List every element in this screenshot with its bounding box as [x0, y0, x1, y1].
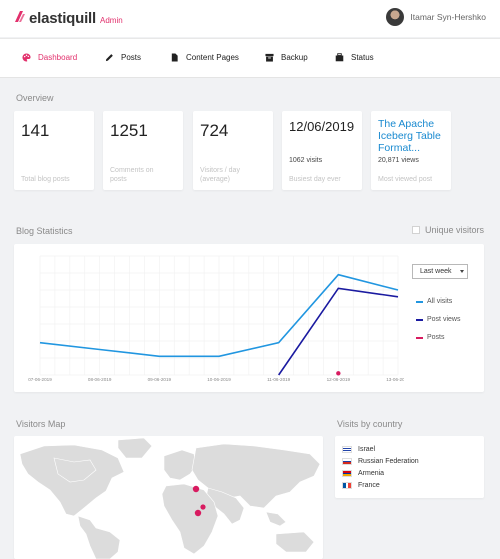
- stat-sub: 20,871 views: [378, 157, 419, 164]
- country-name: France: [358, 482, 380, 489]
- archive-icon: [265, 53, 274, 62]
- brand-subtitle: Admin: [100, 16, 123, 25]
- time-range-select[interactable]: Last week: [412, 264, 468, 279]
- stat-value: 1251: [110, 121, 148, 140]
- stat-card-visitors: 724 Visitors / day (average): [193, 111, 273, 190]
- overview-title: Overview: [16, 93, 54, 103]
- user-name: Itamar Syn-Hershko: [410, 12, 486, 22]
- israel-flag-icon: [342, 446, 352, 453]
- unique-visitors-toggle[interactable]: Unique visitors: [412, 225, 484, 235]
- stat-card-busiest-day: 12/06/2019 1062 visits Busiest day ever: [282, 111, 362, 190]
- legend-label: Posts: [427, 334, 445, 341]
- chart-x-tick-label: 08-06-2019: [88, 377, 112, 382]
- nav-dashboard[interactable]: Dashboard: [22, 53, 77, 62]
- stat-label: Visitors / day (average): [200, 167, 240, 183]
- brand-name: elastiquill: [29, 10, 96, 27]
- stat-label: Total blog posts: [21, 176, 70, 183]
- nav-status[interactable]: Status: [335, 53, 374, 62]
- pencil-icon: [105, 54, 113, 62]
- map-marker-israel[interactable]: [194, 509, 202, 517]
- chart-x-tick-label: 09-06-2019: [148, 377, 172, 382]
- chart-x-tick-label: 11-06-2019: [267, 377, 291, 382]
- map-marker-armenia[interactable]: [200, 504, 206, 510]
- nav-backup[interactable]: Backup: [265, 53, 308, 62]
- chart-x-tick-label: 12-06-2019: [327, 377, 351, 382]
- avatar[interactable]: [386, 8, 405, 26]
- stat-sub: 1062 visits: [289, 157, 323, 164]
- country-name: Israel: [358, 446, 376, 453]
- country-row-france[interactable]: France: [342, 482, 380, 489]
- brand[interactable]: elastiquill Admin: [14, 9, 123, 27]
- legend-label: All visits: [427, 298, 453, 305]
- unique-visitors-checkbox[interactable]: [412, 226, 420, 234]
- most-viewed-post-link[interactable]: The Apache Iceberg Table Format...: [378, 118, 441, 154]
- nav-status-label: Status: [351, 53, 374, 62]
- blog-statistics-chart: 07-06-2019 08-06-2019 09-06-2019 10-06-2019…: [28, 255, 404, 382]
- nav-dashboard-label: Dashboard: [38, 53, 78, 62]
- map-marker-russia[interactable]: [192, 485, 200, 493]
- chart-series-post-views[interactable]: [278, 287, 399, 376]
- russia-flag-icon: [342, 458, 352, 465]
- stat-card-total-posts: 141 Total blog posts: [14, 111, 94, 190]
- blog-statistics-title: Blog Statistics: [16, 226, 73, 236]
- stat-label: Busiest day ever: [289, 176, 341, 183]
- legend-label: Post views: [427, 316, 461, 323]
- legend-post-views[interactable]: Post views: [416, 316, 460, 323]
- nav-posts[interactable]: Posts: [105, 53, 141, 62]
- visitors-map[interactable]: [14, 436, 323, 559]
- legend-posts[interactable]: Posts: [416, 334, 445, 341]
- time-range-value: Last week: [420, 268, 452, 275]
- unique-visitors-label: Unique visitors: [425, 225, 485, 235]
- file-icon: [171, 53, 178, 62]
- blog-statistics-card: 07-06-2019 08-06-2019 09-06-2019 10-06-2019…: [14, 244, 484, 392]
- visits-by-country-title: Visits by country: [337, 419, 403, 429]
- france-flag-icon: [342, 482, 352, 489]
- legend-all-visits[interactable]: All visits: [416, 298, 452, 305]
- nav-content-pages[interactable]: Content Pages: [170, 53, 239, 62]
- caret-down-icon: [460, 270, 464, 273]
- legend-swatch: [416, 336, 423, 339]
- chart-x-tick-label: 13-06-2019: [386, 377, 404, 382]
- stat-card-comments: 1251 Comments on posts: [103, 111, 183, 190]
- stat-card-most-viewed: The Apache Iceberg Table Format... 20,87…: [371, 111, 451, 190]
- user-menu[interactable]: Itamar Syn-Hershko: [386, 8, 486, 26]
- country-name: Armenia: [358, 470, 385, 477]
- chart-series-all-visits[interactable]: [39, 273, 399, 358]
- nav-posts-label: Posts: [121, 53, 142, 62]
- country-row-russia[interactable]: Russian Federation: [342, 458, 419, 465]
- stat-value: 12/06/2019: [289, 119, 355, 134]
- legend-swatch: [416, 300, 423, 303]
- world-map: [19, 437, 321, 559]
- main-nav: Dashboard Posts Content Pages Backup Sta…: [0, 38, 500, 78]
- nav-content-pages-label: Content Pages: [186, 53, 239, 62]
- visits-by-country-card: Israel Russian Federation Armenia France: [335, 436, 484, 498]
- brand-logo-icon: [15, 11, 25, 22]
- nav-backup-label: Backup: [281, 53, 308, 62]
- briefcase-icon: [335, 53, 344, 62]
- armenia-flag-icon: [342, 470, 352, 477]
- stat-value: 724: [200, 121, 229, 140]
- visitors-map-title: Visitors Map: [16, 419, 66, 429]
- legend-swatch: [416, 318, 423, 321]
- stat-label: Comments on posts: [110, 167, 154, 183]
- chart-x-tick-label: 10-06-2019: [207, 377, 231, 382]
- stat-label: Most viewed post: [378, 176, 433, 183]
- palette-icon: [22, 53, 31, 62]
- stat-value: 141: [21, 121, 50, 140]
- top-bar: elastiquill Admin Itamar Syn-Hershko: [0, 0, 500, 37]
- chart-point-posts[interactable]: [336, 371, 341, 376]
- country-row-israel[interactable]: Israel: [342, 446, 375, 453]
- chart-x-tick-label: 07-06-2019: [28, 377, 52, 382]
- country-row-armenia[interactable]: Armenia: [342, 470, 384, 477]
- country-name: Russian Federation: [358, 458, 419, 465]
